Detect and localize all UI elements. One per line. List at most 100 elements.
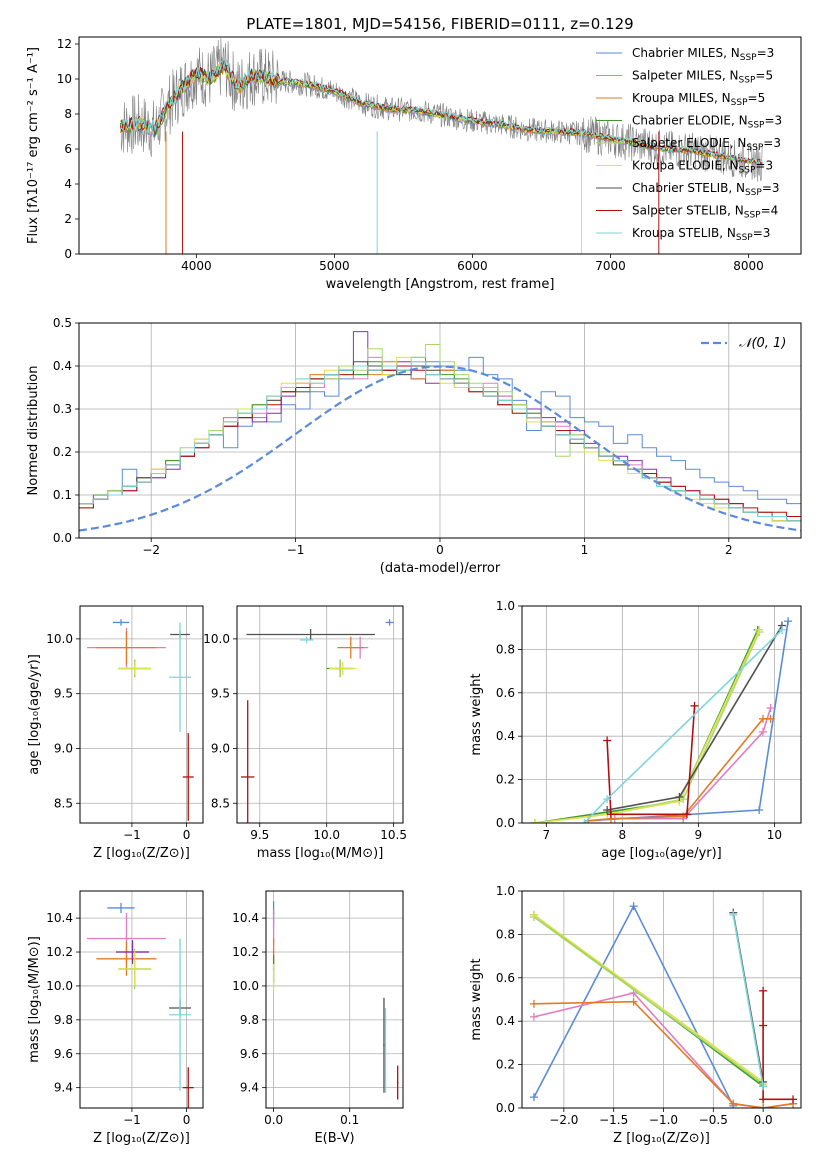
y-tick-label: 10.2	[46, 945, 73, 959]
y-tick-label: 0.2	[496, 1058, 515, 1072]
panel-residuals: −2 −1 0 1 2 0.0 0.1 0.2 0.3 0.4 0.5 (data-model)/er…	[26, 316, 802, 576]
weight-line	[533, 914, 764, 1083]
y-tick-label: 0.3	[53, 402, 72, 416]
errorbar-point	[96, 631, 157, 665]
plus-marker	[682, 810, 691, 819]
axes-frame	[521, 890, 802, 1109]
errorbar-point	[118, 661, 152, 676]
errorbar-point	[96, 941, 157, 976]
x-tick-label: 10.5	[380, 828, 407, 842]
errorbar-point	[385, 619, 394, 626]
errorbar-point	[383, 997, 385, 1093]
errorbar-point	[169, 622, 191, 733]
y-tick-label: 0.4	[53, 359, 72, 373]
y-tick-label: 0.5	[53, 316, 72, 330]
y-tick-label: 0.4	[496, 1014, 515, 1028]
y-tick-label: 0.8	[496, 927, 515, 941]
plus-marker	[758, 727, 767, 736]
y-axis-label: age [log₁₀(age/yr)]	[27, 654, 42, 775]
x-tick-label: 6000	[457, 259, 488, 273]
x-tick-label: 4000	[181, 259, 212, 273]
y-tick-label: 0.2	[496, 773, 515, 787]
plus-marker	[606, 810, 615, 819]
x-tick-label: 8000	[733, 259, 764, 273]
x-tick-label: 0.0	[264, 1113, 283, 1127]
y-axis-label: Flux [fλ10⁻¹⁷ erg cm⁻² s⁻¹ A⁻¹]	[26, 47, 41, 244]
x-axis-label: (data-model)/error	[380, 561, 501, 576]
errorbar-point	[396, 1065, 399, 1100]
plus-marker	[766, 703, 775, 712]
x-tick-label: 9.5	[250, 828, 269, 842]
plus-marker	[729, 1099, 738, 1108]
legend-label: Chabrier STELIB, NSSP=3	[632, 181, 780, 198]
panel-mass-vs-EBV: 0.0 0.1 9.4 9.6 9.8 10.0 10.2 10.4 E(B-V)	[232, 890, 404, 1146]
plus-marker	[777, 625, 786, 634]
plus-marker	[755, 805, 764, 814]
y-tick-label: 10.4	[46, 911, 73, 925]
x-axis-label: mass [log₁₀(M/M⊙)]	[257, 846, 384, 861]
y-tick-label: 1.0	[496, 884, 515, 898]
y-tick-label: 9.0	[211, 741, 230, 755]
plus-marker	[690, 701, 699, 710]
y-tick-label: 0.0	[53, 531, 72, 545]
y-tick-label: 0.6	[496, 686, 515, 700]
x-axis-label: E(B-V)	[314, 1131, 354, 1146]
y-tick-label: 8.5	[211, 796, 230, 810]
y-tick-label: 9.5	[54, 687, 73, 701]
plus-marker	[580, 819, 589, 823]
plus-marker	[603, 736, 612, 745]
legend-label: Kroupa ELODIE, NSSP=3	[632, 159, 773, 176]
errorbar-point	[272, 963, 275, 992]
x-tick-label: 7000	[595, 259, 626, 273]
x-tick-label: 5000	[319, 259, 350, 273]
panel-weight-vs-Z: −2.0 −1.5 −1.0 −0.5 0.0 0.0 0.2 0.4 0.6 0.8 1.0 Z […	[469, 884, 802, 1146]
y-tick-label: 8.5	[54, 796, 73, 810]
plot-area	[522, 606, 801, 823]
x-tick-label: 2	[725, 543, 733, 557]
x-tick-label: 1	[581, 543, 589, 557]
y-tick-label: 10.4	[232, 911, 259, 925]
plot-area	[80, 606, 203, 823]
y-tick-label: 10.0	[203, 632, 230, 646]
y-tick-label: 0	[64, 247, 72, 261]
y-tick-label: 10.0	[232, 979, 259, 993]
plot-area	[522, 891, 801, 1108]
errorbar-point	[329, 661, 357, 676]
plot-area	[119, 38, 763, 254]
plot-area	[237, 606, 403, 823]
y-tick-label: 9.4	[240, 1081, 259, 1095]
y-tick-label: 12	[57, 37, 72, 51]
x-tick-label: 7	[543, 828, 551, 842]
y-tick-label: 9.0	[54, 741, 73, 755]
plus-marker	[603, 805, 612, 814]
y-tick-label: 10	[57, 72, 72, 86]
errorbar-point	[299, 636, 314, 644]
x-tick-label: −2.0	[549, 1113, 578, 1127]
y-tick-label: 9.8	[240, 1013, 259, 1027]
weight-line	[762, 990, 793, 1101]
y-tick-label: 0.2	[53, 445, 72, 459]
axes-frame	[78, 36, 802, 255]
axes-frame	[521, 605, 802, 824]
x-tick-label: 10.0	[313, 828, 340, 842]
x-tick-label: 10	[767, 828, 782, 842]
y-tick-label: 9.8	[54, 1013, 73, 1027]
y-tick-label: 0.8	[496, 642, 515, 656]
y-axis-label: mass weight	[469, 673, 484, 755]
y-tick-label: 0.6	[496, 971, 515, 985]
y-tick-label: 10.0	[46, 632, 73, 646]
plus-marker	[603, 795, 612, 804]
legend-label: Kroupa MILES, NSSP=5	[632, 91, 765, 108]
axes-frame	[78, 322, 802, 539]
y-tick-label: 6	[64, 142, 72, 156]
x-tick-label: 8	[619, 828, 627, 842]
axes-frame	[265, 890, 404, 1109]
errorbar-point	[169, 938, 191, 1092]
errorbar-point	[112, 619, 130, 626]
y-tick-label: 4	[64, 177, 72, 191]
panel-age-vs-mass: 9.5 10.0 10.5 8.5 9.0 9.5 10.0 mass [log₁₀(M/M⊙…	[203, 605, 407, 861]
plus-marker	[759, 1095, 768, 1104]
errorbar-point	[246, 629, 375, 640]
plus-marker	[758, 714, 767, 723]
errorbar-point	[272, 909, 275, 944]
